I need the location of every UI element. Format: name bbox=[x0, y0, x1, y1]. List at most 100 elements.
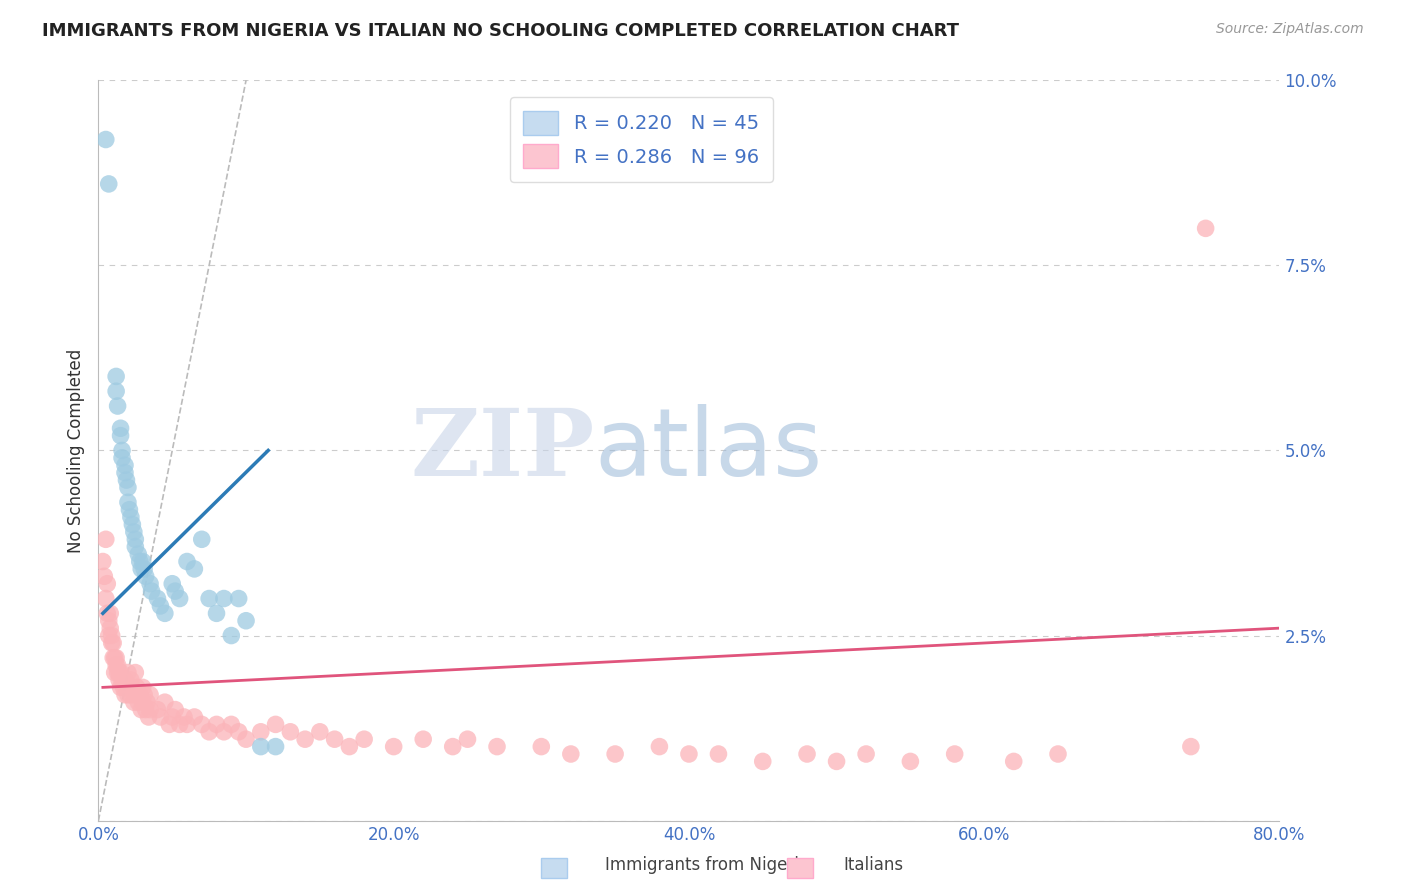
Point bbox=[149, 599, 172, 613]
Point bbox=[146, 591, 169, 606]
Point bbox=[412, 732, 434, 747]
Point bbox=[205, 607, 228, 621]
Text: Immigrants from Nigeria: Immigrants from Nigeria bbox=[605, 855, 808, 873]
Point bbox=[129, 703, 152, 717]
Point bbox=[141, 584, 163, 599]
Point bbox=[135, 569, 157, 583]
Point bbox=[105, 650, 128, 665]
Point bbox=[648, 739, 671, 754]
Point bbox=[146, 703, 169, 717]
Point bbox=[115, 473, 138, 487]
Point bbox=[205, 717, 228, 731]
Point bbox=[855, 747, 877, 761]
Point bbox=[250, 724, 273, 739]
Point bbox=[132, 554, 155, 569]
Point bbox=[212, 724, 235, 739]
Point bbox=[110, 665, 132, 680]
Point bbox=[825, 755, 848, 769]
Point bbox=[605, 747, 627, 761]
Point bbox=[183, 562, 205, 576]
Point bbox=[139, 703, 162, 717]
Point bbox=[129, 562, 152, 576]
Point bbox=[169, 717, 191, 731]
Point bbox=[97, 614, 120, 628]
Point bbox=[98, 607, 121, 621]
Point bbox=[98, 621, 121, 635]
Point bbox=[294, 732, 316, 747]
Point bbox=[110, 421, 132, 435]
Point bbox=[176, 717, 198, 731]
Point bbox=[339, 739, 361, 754]
Point bbox=[94, 591, 117, 606]
Y-axis label: No Schooling Completed: No Schooling Completed bbox=[66, 349, 84, 552]
Point bbox=[91, 554, 114, 569]
Point bbox=[138, 710, 160, 724]
Point bbox=[105, 369, 128, 384]
Point bbox=[100, 636, 122, 650]
Point bbox=[105, 384, 128, 399]
Text: atlas: atlas bbox=[595, 404, 823, 497]
Point bbox=[107, 665, 129, 680]
Point bbox=[107, 399, 129, 413]
Point bbox=[114, 673, 136, 687]
Point bbox=[117, 481, 139, 495]
Point bbox=[139, 576, 162, 591]
Point bbox=[157, 717, 180, 731]
Point bbox=[198, 724, 221, 739]
Point bbox=[191, 533, 214, 547]
Point bbox=[115, 681, 138, 695]
Point bbox=[139, 688, 162, 702]
Point bbox=[107, 658, 129, 673]
Point bbox=[114, 466, 136, 480]
Point bbox=[560, 747, 582, 761]
Point bbox=[118, 681, 141, 695]
Point bbox=[96, 607, 118, 621]
Point bbox=[678, 747, 700, 761]
Point bbox=[1002, 755, 1025, 769]
Point bbox=[117, 688, 139, 702]
Point bbox=[309, 724, 332, 739]
Point bbox=[134, 562, 156, 576]
Point bbox=[128, 688, 150, 702]
Point bbox=[752, 755, 775, 769]
Point bbox=[111, 450, 134, 465]
Point bbox=[135, 703, 157, 717]
Point bbox=[173, 710, 195, 724]
Point bbox=[250, 739, 273, 754]
Point bbox=[162, 710, 183, 724]
Point bbox=[382, 739, 405, 754]
Point bbox=[120, 688, 142, 702]
Text: IMMIGRANTS FROM NIGERIA VS ITALIAN NO SCHOOLING COMPLETED CORRELATION CHART: IMMIGRANTS FROM NIGERIA VS ITALIAN NO SC… bbox=[42, 22, 959, 40]
Point bbox=[191, 717, 214, 731]
Point bbox=[125, 681, 148, 695]
Point bbox=[221, 628, 243, 642]
Text: Source: ZipAtlas.com: Source: ZipAtlas.com bbox=[1216, 22, 1364, 37]
Point bbox=[134, 688, 156, 702]
Point bbox=[353, 732, 375, 747]
Point bbox=[264, 739, 287, 754]
Point bbox=[117, 495, 139, 509]
Point bbox=[165, 703, 187, 717]
Point bbox=[127, 547, 149, 561]
Point bbox=[280, 724, 302, 739]
Point bbox=[100, 628, 122, 642]
Point bbox=[122, 524, 145, 539]
Point bbox=[1180, 739, 1202, 754]
Point bbox=[165, 584, 187, 599]
Point bbox=[707, 747, 730, 761]
Point bbox=[110, 681, 132, 695]
Point bbox=[120, 510, 142, 524]
Point bbox=[796, 747, 818, 761]
Point bbox=[103, 650, 125, 665]
Point bbox=[153, 695, 176, 709]
Point bbox=[162, 576, 183, 591]
Point bbox=[530, 739, 553, 754]
Point bbox=[183, 710, 205, 724]
Point bbox=[114, 458, 136, 473]
Point bbox=[121, 681, 143, 695]
Point bbox=[149, 710, 172, 724]
Point bbox=[323, 732, 346, 747]
Point bbox=[105, 658, 128, 673]
Point bbox=[943, 747, 966, 761]
Point bbox=[153, 607, 176, 621]
